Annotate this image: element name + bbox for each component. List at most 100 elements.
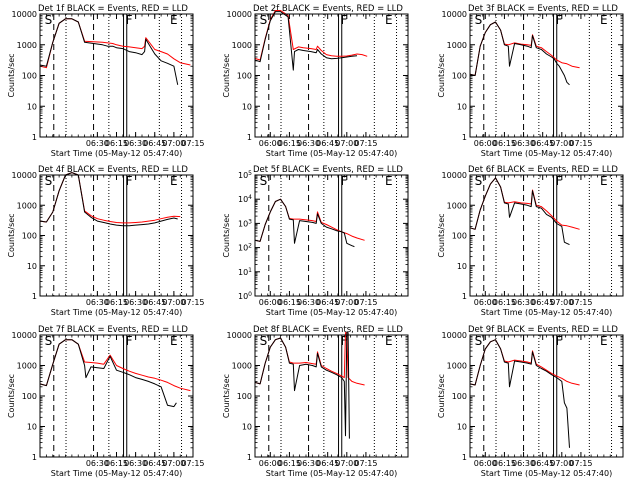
y-tick-label: 10 xyxy=(27,423,37,432)
x-tick-label: 07:15 xyxy=(181,459,204,468)
y-tick-label: 1 xyxy=(462,133,467,142)
y-tick-label: 1000 xyxy=(232,362,252,371)
interval-label-E: E xyxy=(385,13,393,27)
x-tick-label: 07:00 xyxy=(162,459,185,468)
y-tick-label: 1000 xyxy=(232,41,252,50)
interval-label-E: E xyxy=(600,334,608,348)
interval-label-F: F xyxy=(556,13,563,27)
y-axis-label: Counts/sec xyxy=(222,213,231,257)
y-axis-label: Counts/sec xyxy=(222,374,231,418)
x-tick-label: 06:15 xyxy=(278,459,301,468)
x-tick-label: 07:15 xyxy=(569,139,592,148)
y-tick-label: 10000 xyxy=(442,171,467,180)
x-axis-label: Start Time (05-May-12 05:47:40) xyxy=(51,308,182,317)
x-tick-label: 07:00 xyxy=(335,459,358,468)
x-axis-label: Start Time (05-May-12 05:47:40) xyxy=(266,149,397,158)
interval-label-S: S xyxy=(45,334,53,348)
y-tick-label: 1000 xyxy=(17,41,37,50)
y-axis-label: Counts/sec xyxy=(222,53,231,97)
x-tick-label: 07:15 xyxy=(569,298,592,307)
x-axis-label: Start Time (05-May-12 05:47:40) xyxy=(266,308,397,317)
interval-label-E: E xyxy=(170,174,178,188)
x-tick-label: 06:15 xyxy=(493,298,516,307)
plot-frame xyxy=(254,174,409,297)
interval-label-F: F xyxy=(341,174,348,188)
x-tick-label: 07:00 xyxy=(162,298,185,307)
y-tick-label: 10 xyxy=(242,423,252,432)
series-line-events xyxy=(254,198,355,248)
y-tick-label: 100 xyxy=(237,392,252,401)
interval-label-S: S xyxy=(45,13,53,27)
y-tick-label: 1000 xyxy=(17,362,37,371)
series-line-events xyxy=(469,177,570,246)
x-axis-label: Start Time (05-May-12 05:47:40) xyxy=(481,308,612,317)
series-line-events xyxy=(469,21,570,86)
x-tick-label: 06:15 xyxy=(493,459,516,468)
y-tick-label: 100 xyxy=(237,72,252,81)
y-tick-label: 100 xyxy=(452,392,467,401)
x-tick-label: 06:00 xyxy=(259,459,282,468)
panel-title: Det 2f BLACK = Events, RED = LLD xyxy=(253,4,403,14)
x-axis-label: Start Time (05-May-12 05:47:40) xyxy=(51,469,182,478)
y-tick-label: 10 xyxy=(27,262,37,271)
y-tick-label: 105 xyxy=(238,170,252,180)
plot-frame xyxy=(39,13,194,138)
x-tick-label: 06:30 xyxy=(124,139,147,148)
x-tick-label: 07:15 xyxy=(569,459,592,468)
panel-title: Det 5f BLACK = Events, RED = LLD xyxy=(253,165,403,175)
x-tick-label: 06:45 xyxy=(531,459,554,468)
x-tick-label: 06:30 xyxy=(86,298,109,307)
x-tick-label: 06:00 xyxy=(259,298,282,307)
x-tick-label: 06:45 xyxy=(316,298,339,307)
x-tick-label: 06:45 xyxy=(143,459,166,468)
interval-label-E: E xyxy=(385,174,393,188)
interval-label-S: S xyxy=(475,13,483,27)
y-tick-label: 1000 xyxy=(447,201,467,210)
x-tick-label: 06:30 xyxy=(297,139,320,148)
y-tick-label: 103 xyxy=(238,218,252,228)
y-axis-label: Counts/sec xyxy=(7,374,16,418)
x-tick-label: 06:30 xyxy=(512,459,535,468)
x-tick-label: 06:30 xyxy=(297,298,320,307)
x-tick-label: 07:00 xyxy=(335,139,358,148)
series-line-lld xyxy=(39,339,191,392)
y-axis-label: Counts/sec xyxy=(437,374,446,418)
interval-label-E: E xyxy=(170,13,178,27)
interval-label-S: S xyxy=(260,334,268,348)
y-tick-label: 101 xyxy=(238,267,252,277)
x-tick-label: 07:00 xyxy=(550,459,573,468)
x-tick-label: 07:15 xyxy=(354,298,377,307)
x-tick-label: 06:00 xyxy=(474,139,497,148)
y-tick-label: 1 xyxy=(247,133,252,142)
x-tick-label: 06:30 xyxy=(512,139,535,148)
y-tick-label: 10000 xyxy=(442,10,467,19)
x-tick-label: 06:30 xyxy=(512,298,535,307)
y-tick-label: 100 xyxy=(238,291,252,301)
interval-label-F: F xyxy=(126,174,133,188)
x-tick-label: 07:15 xyxy=(354,459,377,468)
series-line-events xyxy=(254,11,358,71)
x-tick-label: 06:30 xyxy=(297,459,320,468)
y-tick-label: 100 xyxy=(22,72,37,81)
y-tick-label: 100 xyxy=(22,392,37,401)
series-line-events xyxy=(39,339,177,408)
interval-label-S: S xyxy=(260,13,268,27)
interval-label-S: S xyxy=(45,174,53,188)
x-tick-label: 06:45 xyxy=(531,139,554,148)
interval-label-F: F xyxy=(556,334,563,348)
series-line-events xyxy=(39,18,179,85)
y-tick-label: 10000 xyxy=(12,171,37,180)
interval-label-E: E xyxy=(600,174,608,188)
x-tick-label: 06:00 xyxy=(259,139,282,148)
x-tick-label: 07:00 xyxy=(550,298,573,307)
interval-label-F: F xyxy=(341,334,348,348)
y-tick-label: 1000 xyxy=(447,41,467,50)
y-tick-label: 100 xyxy=(452,232,467,241)
